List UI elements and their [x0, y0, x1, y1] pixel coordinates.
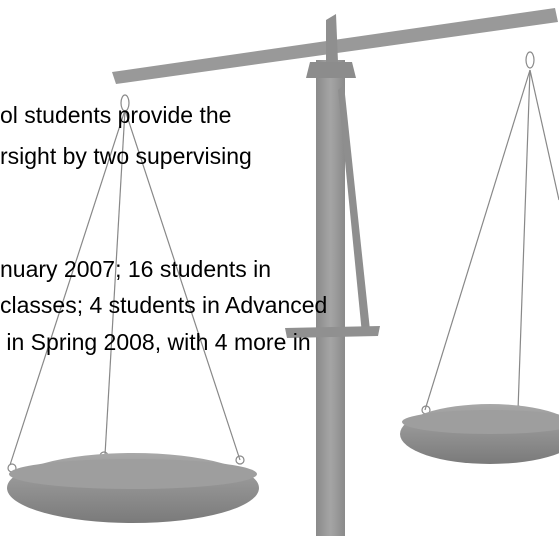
slide: ol students provide the rsight by two su…	[0, 0, 559, 536]
text-line: rsight by two supervising	[0, 143, 252, 169]
text-line: nuary 2007; 16 students in	[0, 256, 271, 282]
page: ol students provide the rsight by two su…	[0, 0, 559, 536]
text-line: classes; 4 students in Advanced	[0, 292, 327, 318]
text-line: ol students provide the	[0, 102, 231, 128]
text-line: in Spring 2008, with 4 more in	[0, 329, 311, 355]
